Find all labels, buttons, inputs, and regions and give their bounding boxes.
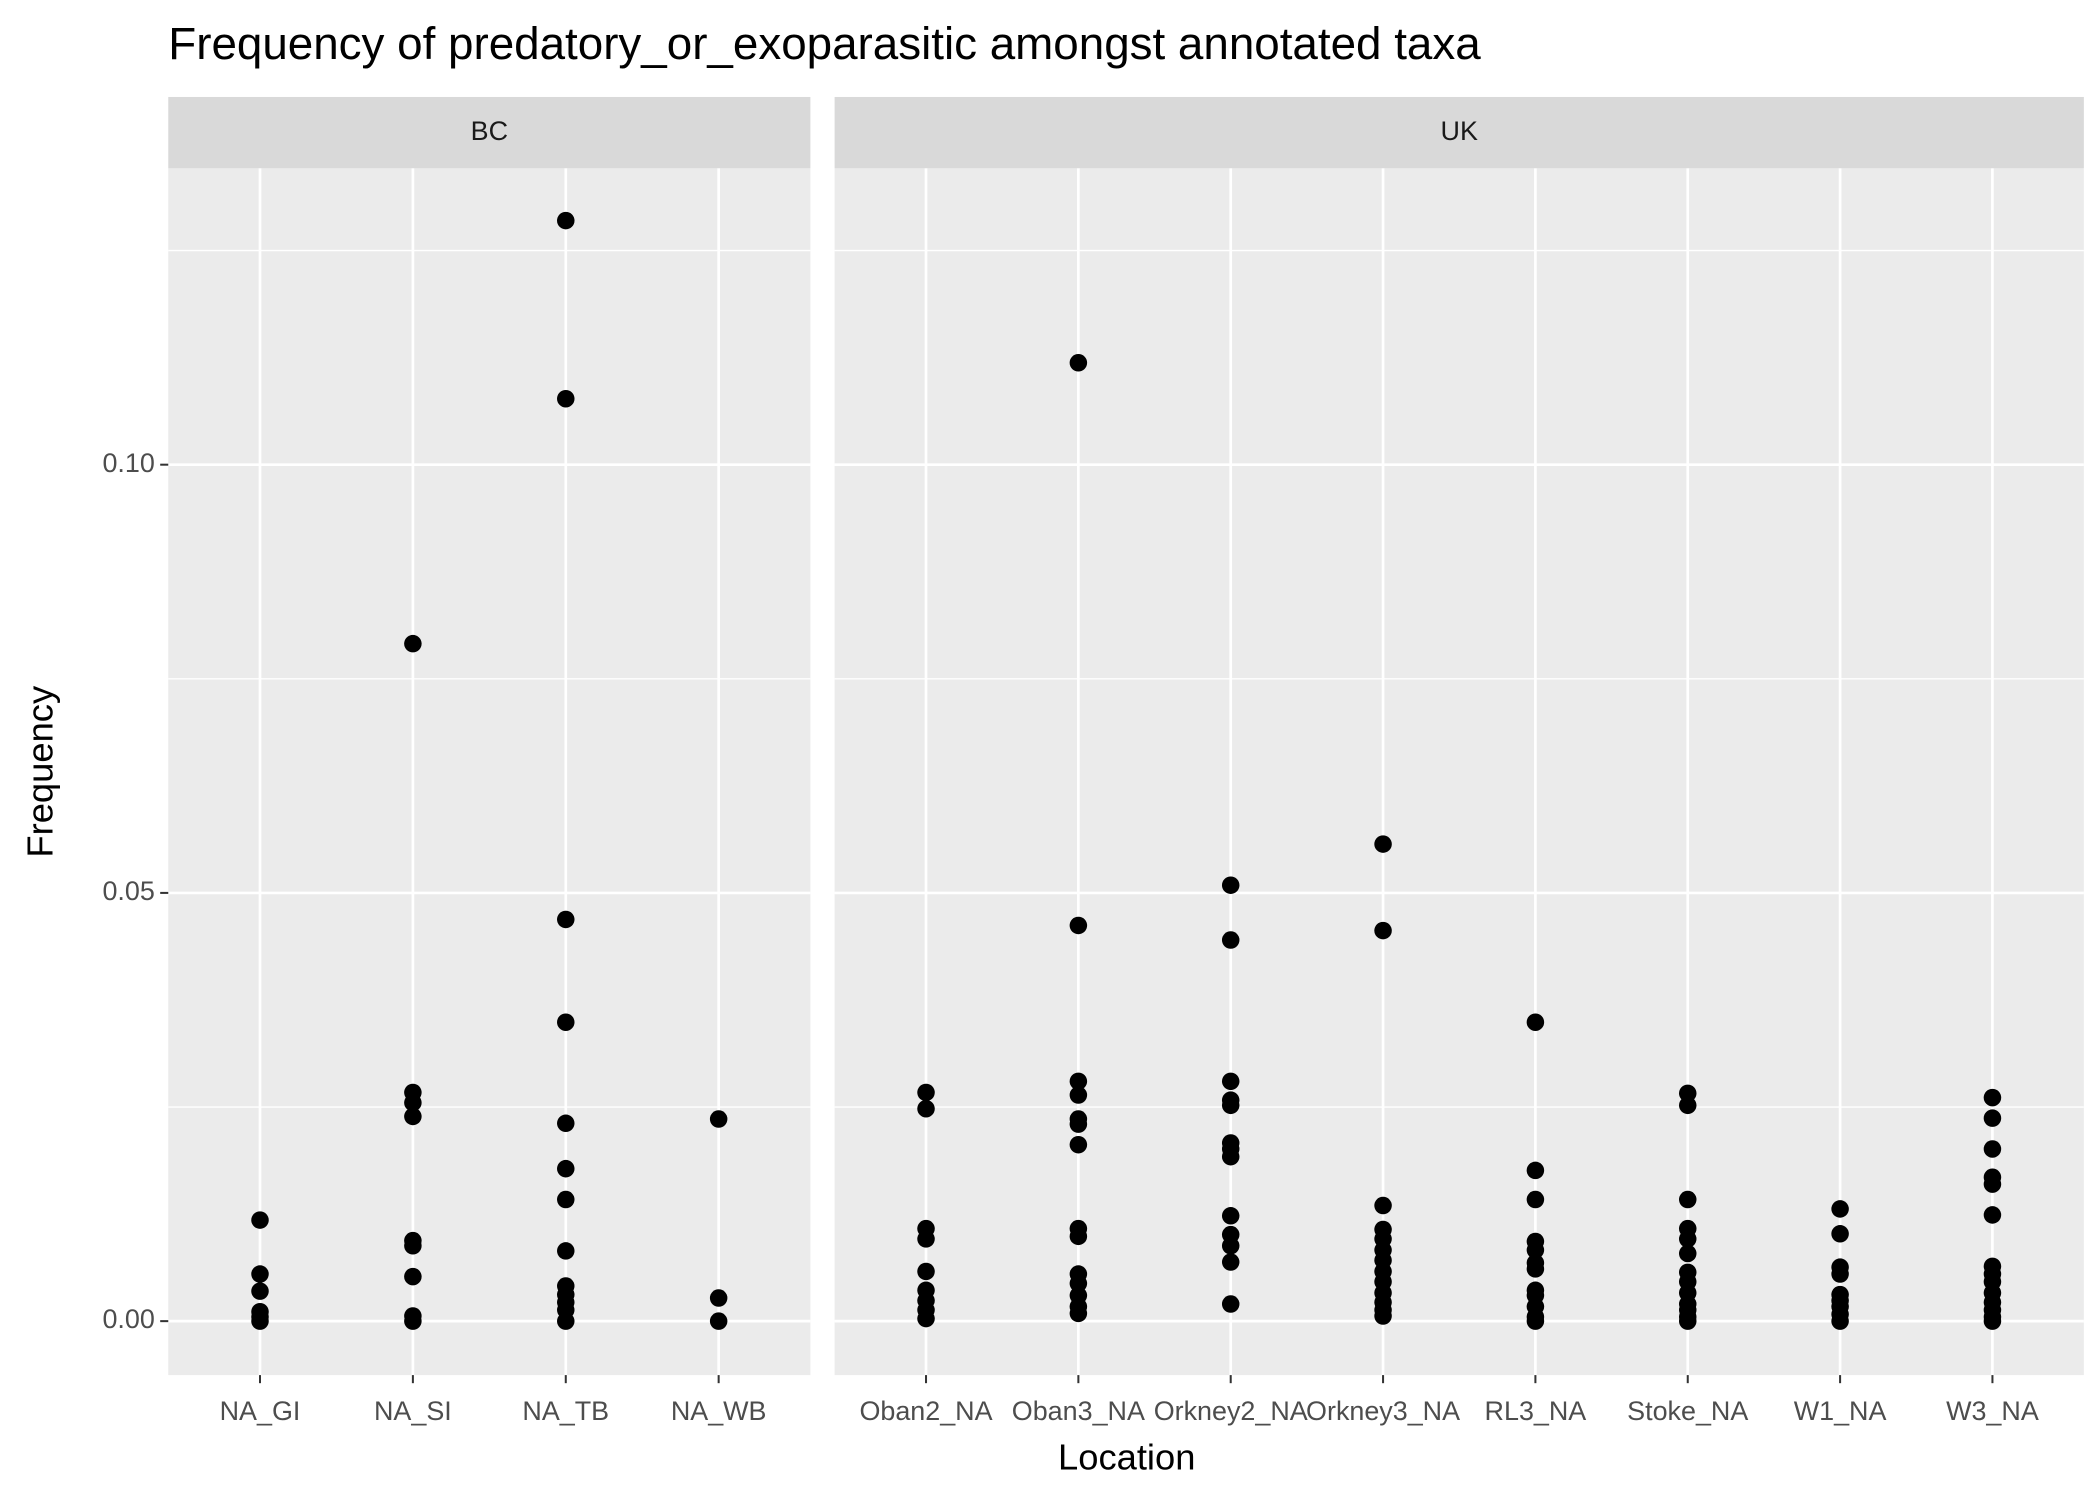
point <box>404 1312 422 1330</box>
point <box>1221 876 1240 894</box>
x-tick-label: Oban2_NA <box>859 1396 992 1426</box>
point <box>1069 1304 1088 1323</box>
x-tick-label: Oban3_NA <box>1012 1396 1145 1426</box>
point <box>1526 1312 1545 1330</box>
point <box>1831 1265 1849 1283</box>
point <box>1221 1295 1240 1313</box>
point <box>1221 1207 1240 1225</box>
point <box>1069 1086 1088 1104</box>
x-tick-label: Orkney2_NA <box>1154 1396 1308 1426</box>
point <box>1831 1200 1849 1218</box>
point <box>1374 921 1392 940</box>
point <box>557 1190 575 1209</box>
x-tick-label: NA_WB <box>671 1396 767 1426</box>
point <box>557 389 575 408</box>
x-tick-label: NA_SI <box>374 1396 452 1426</box>
point <box>557 910 575 929</box>
point <box>1678 1312 1697 1330</box>
point <box>557 1312 575 1330</box>
point <box>917 1230 935 1248</box>
point <box>1983 1109 2002 1127</box>
x-tick-label: W1_NA <box>1794 1396 1887 1426</box>
point <box>557 211 575 230</box>
point <box>1831 1225 1849 1243</box>
point <box>709 1289 728 1307</box>
point <box>917 1083 935 1102</box>
point <box>1221 1096 1240 1115</box>
point <box>1831 1312 1849 1330</box>
point <box>1983 1312 2002 1330</box>
point <box>1983 1140 2002 1158</box>
x-axis-label: Location <box>1058 1437 1195 1478</box>
point <box>251 1265 269 1283</box>
point <box>1069 916 1088 935</box>
point <box>1069 1274 1088 1293</box>
strip-label: UK <box>1441 116 1478 146</box>
y-tick-label: 0.00 <box>102 1304 154 1334</box>
point <box>1069 1072 1088 1091</box>
strip <box>834 96 2084 169</box>
point <box>1069 354 1088 372</box>
point <box>1526 1190 1545 1209</box>
point <box>1069 1227 1088 1246</box>
point <box>709 1110 728 1128</box>
point <box>1983 1175 2002 1193</box>
point <box>404 1237 422 1255</box>
point <box>1526 1013 1545 1031</box>
point <box>917 1099 935 1118</box>
point <box>1221 1147 1240 1166</box>
point <box>251 1312 269 1330</box>
point <box>1221 931 1240 949</box>
point <box>1221 1237 1240 1255</box>
point <box>1069 1115 1088 1133</box>
y-axis-label: Frequency <box>20 685 61 858</box>
point <box>557 1013 575 1031</box>
strip <box>168 96 811 169</box>
point <box>404 1107 422 1126</box>
panel <box>834 168 2084 1376</box>
point <box>557 1114 575 1133</box>
point <box>251 1282 269 1300</box>
point <box>1983 1088 2002 1107</box>
x-tick-label: Orkney3_NA <box>1306 1396 1460 1426</box>
point <box>1526 1260 1545 1278</box>
point <box>1526 1161 1545 1180</box>
point <box>1069 1135 1088 1154</box>
x-tick-label: NA_TB <box>522 1396 609 1426</box>
y-tick-label: 0.05 <box>102 876 154 906</box>
point <box>709 1312 728 1330</box>
panel <box>168 168 811 1376</box>
x-tick-label: W3_NA <box>1946 1396 2039 1426</box>
point <box>1374 1307 1392 1325</box>
point <box>1678 1084 1697 1103</box>
point <box>404 1267 422 1286</box>
strip-label: BC <box>471 116 508 146</box>
point <box>1374 1196 1392 1215</box>
point <box>557 1242 575 1260</box>
point <box>1678 1230 1697 1248</box>
point <box>1221 1253 1240 1271</box>
point <box>1221 1072 1240 1091</box>
point <box>1374 835 1392 853</box>
point <box>404 634 422 653</box>
y-tick-label: 0.10 <box>102 448 154 478</box>
point <box>1678 1244 1697 1263</box>
x-tick-label: NA_GI <box>220 1396 301 1426</box>
point <box>251 1211 269 1229</box>
x-tick-label: RL3_NA <box>1485 1396 1587 1426</box>
point <box>917 1262 935 1281</box>
point <box>1678 1096 1697 1115</box>
point <box>557 1159 575 1178</box>
point <box>1983 1206 2002 1224</box>
point <box>1526 1241 1545 1259</box>
point <box>917 1309 935 1328</box>
chart-title: Frequency of predatory_or_exoparasitic a… <box>168 18 1481 69</box>
x-tick-label: Stoke_NA <box>1627 1396 1748 1426</box>
point <box>1678 1190 1697 1209</box>
point <box>404 1093 422 1112</box>
